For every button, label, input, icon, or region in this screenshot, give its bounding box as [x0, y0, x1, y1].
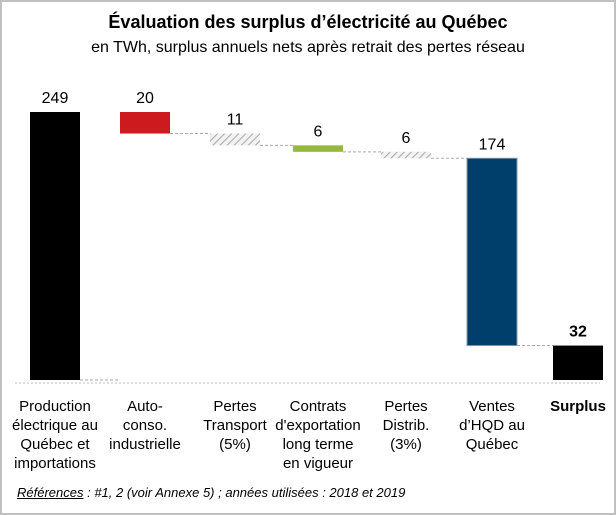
references-label: Références [17, 485, 84, 500]
data-label: 174 [479, 136, 506, 153]
data-label: 20 [136, 90, 154, 107]
category-label: Surplus [550, 398, 606, 415]
category-label: Pertes Distrib. (3%) [382, 398, 430, 453]
category-label: Pertes Transport (5%) [203, 398, 267, 453]
references-text: : #1, 2 (voir Annexe 5) ; années utilisé… [83, 485, 406, 500]
data-label: 32 [569, 324, 587, 341]
category-label: Auto-conso. industrielle [109, 398, 181, 453]
bar-5 [466, 157, 518, 347]
data-label: 6 [314, 123, 323, 140]
bar-2 [210, 133, 260, 146]
bar-3 [293, 145, 343, 152]
chart-title: Évaluation des surplus d’électricité au … [108, 12, 508, 32]
category-label: Ventes d’HQD au Québec [459, 398, 525, 453]
data-label: 249 [42, 90, 69, 107]
chart-subtitle: en TWh, surplus annuels nets après retra… [91, 39, 525, 56]
bar-1 [120, 112, 170, 134]
references-note: Références : #1, 2 (voir Annexe 5) ; ann… [17, 485, 405, 500]
bar-0 [30, 112, 80, 380]
bar-6 [553, 345, 603, 380]
bar-4 [381, 151, 431, 159]
category-label: Production électrique au Québec et importat… [12, 398, 98, 472]
data-label: 6 [402, 130, 411, 147]
category-label: Contrats d'exportation long terme en vigueu… [275, 398, 361, 472]
data-label: 11 [227, 112, 244, 129]
